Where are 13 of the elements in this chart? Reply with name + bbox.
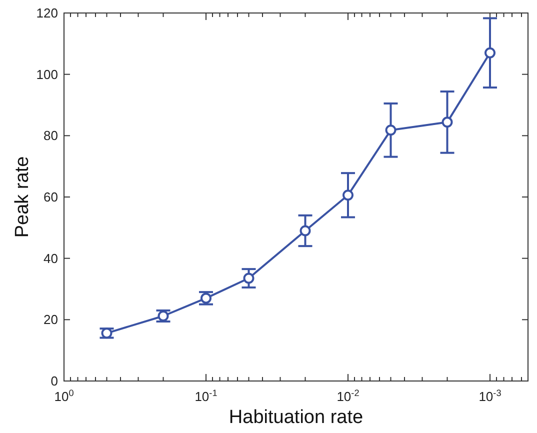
x-tick-label: 10$^{-2}$ xyxy=(336,388,360,404)
y-tick-label: 100 xyxy=(36,66,58,82)
y-tick-label: 60 xyxy=(44,190,58,204)
y-tick-label: 40 xyxy=(44,250,58,266)
y-tick-label: 0 xyxy=(50,374,58,388)
x-axis-title: Habituation rate xyxy=(228,407,364,428)
x-tick-label: 10$^{-3}$ xyxy=(478,388,502,404)
y-tick-label: 80 xyxy=(44,128,58,144)
x-tick-label: 10$^{0}$ xyxy=(54,388,74,404)
x-tick-label: 10$^{-1}$ xyxy=(194,388,218,404)
y-axis-title: Peak rate xyxy=(12,156,33,238)
y-tick-label: 20 xyxy=(44,312,58,328)
y-tick-label: 120 xyxy=(36,6,58,20)
